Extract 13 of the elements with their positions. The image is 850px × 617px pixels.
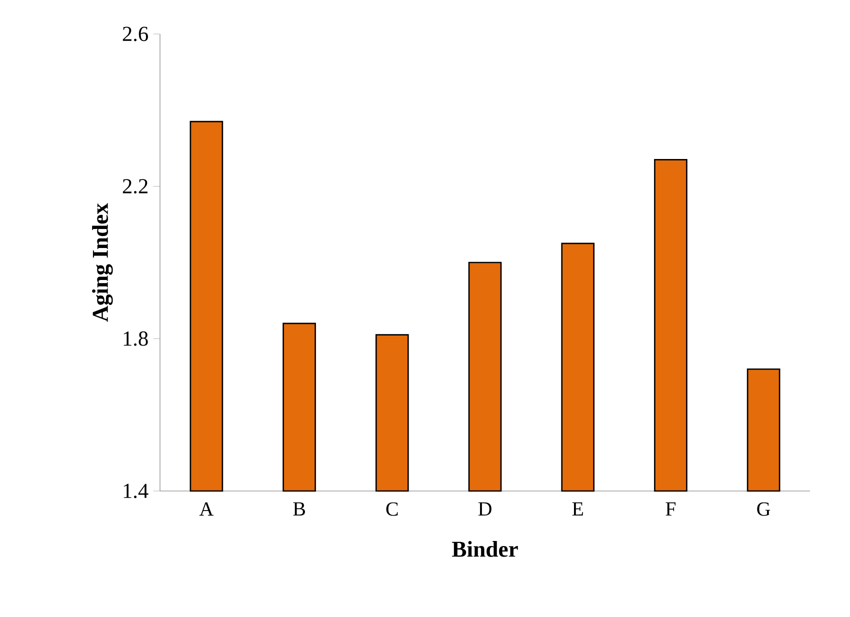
x-tick-label: E: [572, 502, 583, 516]
y-tick-label: 2.2: [122, 179, 148, 194]
x-tick-label: D: [478, 502, 492, 516]
x-axis-title: Binder: [452, 540, 518, 557]
x-tick-label: F: [666, 502, 676, 516]
x-tick-label: C: [386, 502, 398, 516]
x-tick-label: G: [757, 502, 770, 516]
x-tick-label: B: [293, 502, 305, 516]
y-tick-label: 1.4: [124, 484, 148, 498]
y-axis-title: Aging Index: [92, 203, 113, 322]
y-tick-label: 1.8: [124, 331, 148, 346]
y-tick-label: 2.6: [122, 26, 148, 42]
x-tick-label: A: [199, 502, 214, 516]
